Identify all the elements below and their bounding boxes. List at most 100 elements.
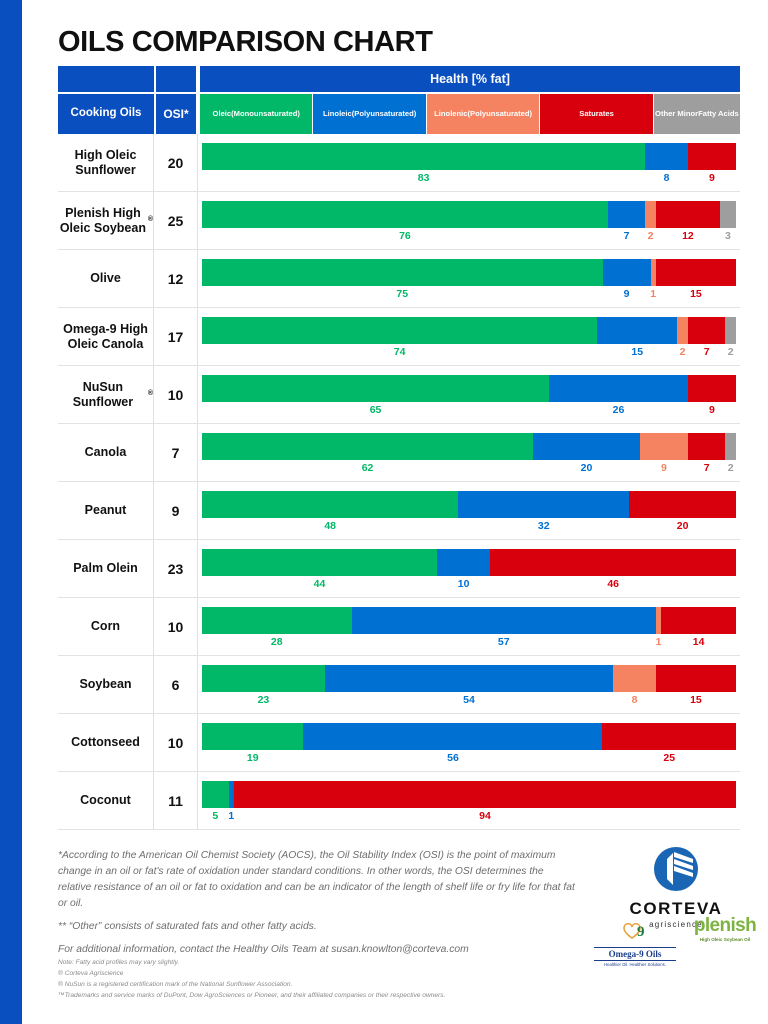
bar-segment-label: 23 [257, 694, 270, 706]
cell-stacked-bar: 48 32 20 [198, 482, 740, 539]
cell-oil-name: Palm Olein [58, 540, 154, 597]
bar-segment: 44 [202, 549, 437, 590]
omega9-oils-logo: 9 Omega-9 Oils Healthier Oil. Healthier … [594, 920, 676, 967]
table-row: Corn 10 28 57 1 14 [58, 598, 740, 656]
cell-stacked-bar: 23 54 8 15 [198, 656, 740, 713]
bar-segment: 76 [202, 201, 608, 242]
stacked-bar: 74 15 2 7 2 [202, 317, 736, 358]
bar-segment-label: 15 [631, 346, 644, 358]
bar-segment-label: 48 [324, 520, 336, 532]
legend-item-4: Other Minor Fatty Acids [653, 94, 740, 134]
bar-segment-label: 20 [676, 520, 689, 532]
header-osi-top [156, 66, 196, 92]
cell-stacked-bar: 28 57 1 14 [198, 598, 740, 655]
cell-stacked-bar: 5 1 94 [198, 772, 740, 829]
bar-segment: 5 [202, 781, 229, 822]
plenish-tagline: High Oleic Soybean Oil [699, 937, 751, 942]
bar-segment: 83 [202, 143, 646, 184]
bar-segment-label: 62 [361, 462, 374, 474]
bar-segment-label: 7 [703, 462, 710, 474]
stacked-bar: 23 54 8 15 [202, 665, 736, 706]
cell-osi-value: 7 [154, 424, 198, 481]
bar-segment: 19 [202, 723, 304, 764]
bar-segment-label: 1 [228, 810, 235, 822]
omega9-wordmark: Omega-9 Oils [594, 947, 676, 961]
page-title: OILS COMPARISON CHART [58, 26, 433, 58]
bar-segment-label: 12 [682, 230, 694, 242]
cell-oil-name: Plenish High Oleic Soybean ® [58, 192, 154, 249]
bar-segment-label: 7 [623, 230, 630, 242]
bar-segment: 65 [202, 375, 550, 416]
left-blue-accent-bar [0, 0, 22, 1024]
footer-notes: *According to the American Oil Chemist S… [58, 848, 740, 958]
bar-segment: 2 [725, 317, 736, 358]
bar-segment: 54 [324, 665, 614, 706]
fineprint-line-2: ® Corteva Agriscience [58, 969, 124, 977]
cell-osi-value: 10 [154, 366, 198, 423]
legend: Oleic (Monounsaturated) Linoleic (Polyunsat… [200, 94, 740, 134]
bar-segment: 20 [533, 433, 640, 474]
bar-segment-label: 2 [727, 462, 734, 474]
stacked-bar: 48 32 20 [202, 491, 736, 532]
bar-segment-label: 7 [703, 346, 710, 358]
bar-segment: 2 [725, 433, 736, 474]
bar-segment: 7 [687, 433, 726, 474]
bar-segment: 1 [228, 781, 234, 822]
cell-oil-name: Soybean [58, 656, 154, 713]
stacked-bar: 5 1 94 [202, 781, 736, 822]
oils-comparison-table: Health [% fat] Cooking Oils OSI* Oleic (M… [58, 66, 740, 830]
cell-oil-name: Peanut [58, 482, 154, 539]
table-row: Olive 12 75 9 1 15 [58, 250, 740, 308]
bar-segment-label: 83 [417, 172, 430, 184]
fineprint-line-4: ™Trademarks and service marks of DuPont,… [58, 991, 446, 999]
logo-group: CORTEVA agriscience 9 Omega-9 Oils Healt… [582, 846, 762, 967]
legend-item-1: Linoleic (Polyunsaturated) [313, 94, 426, 134]
cell-oil-name: Cottonseed [58, 714, 154, 771]
bar-segment: 56 [303, 723, 603, 764]
table-row: High Oleic Sunflower 20 83 8 9 [58, 134, 740, 192]
bar-segment-label: 15 [690, 288, 702, 300]
cell-osi-value: 9 [154, 482, 198, 539]
bar-segment: 9 [687, 375, 736, 416]
omega9-heart-icon: 9 [623, 922, 645, 940]
bar-segment: 57 [351, 607, 656, 648]
cell-stacked-bar: 62 20 9 7 2 [198, 424, 740, 481]
cell-oil-name: NuSun Sunflower ® [58, 366, 154, 423]
bar-segment-label: 10 [457, 578, 470, 590]
bar-segment: 12 [655, 201, 720, 242]
legend-label-line2: (Monounsaturated) [231, 109, 300, 119]
fineprint-line-1: Note: Fatty acid profiles may vary sligh… [58, 959, 180, 966]
bar-segment: 75 [202, 259, 603, 300]
bar-segment: 9 [687, 143, 736, 184]
header-osi: OSI* [156, 94, 196, 134]
bar-segment-label: 8 [631, 694, 638, 706]
bar-segment: 7 [607, 201, 646, 242]
bar-segment: 8 [613, 665, 656, 706]
legend-label-line1: Linolenic [434, 109, 468, 119]
cell-oil-name: High Oleic Sunflower [58, 134, 154, 191]
bar-segment-label: 65 [369, 404, 382, 416]
bar-segment-label: 9 [709, 172, 715, 184]
header-health: Health [% fat] [200, 66, 740, 92]
footnote-osi: *According to the American Oil Chemist S… [58, 850, 575, 909]
bar-segment-label: 25 [663, 752, 676, 764]
fineprint-line-3: ® NuSun is a registered certification ma… [58, 980, 293, 988]
bar-segment-label: 1 [650, 288, 657, 300]
cell-oil-name: Omega-9 High Oleic Canola [58, 308, 154, 365]
table-row: Peanut 9 48 32 20 [58, 482, 740, 540]
plenish-logo: plenish High Oleic Soybean Oil [682, 916, 768, 942]
bar-segment-label: 94 [479, 810, 491, 822]
cell-oil-name: Olive [58, 250, 154, 307]
stacked-bar: 76 7 2 12 3 [202, 201, 736, 242]
bar-segment: 94 [234, 781, 736, 822]
cell-osi-value: 23 [154, 540, 198, 597]
bar-segment-label: 1 [655, 636, 662, 648]
bar-segment: 9 [639, 433, 688, 474]
cell-osi-value: 11 [154, 772, 198, 829]
legend-label-line1: Other Minor [655, 109, 699, 119]
footnote-contact[interactable]: For additional information, contact the … [58, 943, 469, 955]
cell-osi-value: 10 [154, 598, 198, 655]
legend-label-line2: (Polyunsaturated) [467, 109, 533, 119]
corteva-wordmark: CORTEVA [629, 899, 723, 918]
cell-stacked-bar: 74 15 2 7 2 [198, 308, 740, 365]
